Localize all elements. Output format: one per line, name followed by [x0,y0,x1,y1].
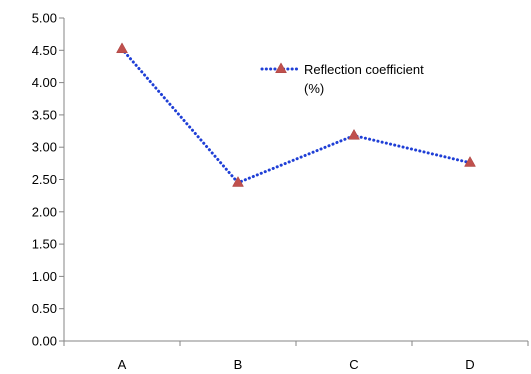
y-tick-label: 3.50 [32,107,57,122]
y-tick-label: 0.50 [32,301,57,316]
x-axis-ticks: A B C D [63,341,529,372]
y-tick-label: 2.50 [32,172,57,187]
legend-label-line-1: Reflection coefficient [304,62,424,77]
data-point-marker [116,42,128,54]
data-point-marker [232,176,244,187]
axes [63,18,528,342]
y-tick-label: 4.50 [32,43,57,58]
legend-marker-swatch [275,62,287,74]
y-tick-label: 4.00 [32,75,57,90]
x-tick-label: D [465,357,474,372]
data-point-marker [464,156,476,167]
series-line [120,47,472,185]
series-layer [116,42,476,187]
y-tick-label: 3.00 [32,140,57,155]
y-tick-label: 1.00 [32,269,57,284]
data-point-marker [348,128,360,140]
y-tick-label: 0.00 [32,334,57,349]
legend-label-line-2: (%) [304,81,324,96]
x-tick-label: B [234,357,243,372]
y-tick-label: 5.00 [32,11,57,26]
y-tick-label: 1.50 [32,237,57,252]
x-tick-label: C [349,357,358,372]
y-axis-ticks: 0.00 0.50 1.00 1.50 2.00 2.50 3.00 3.50 4.00 4.50… [32,11,64,349]
legend: Reflection coefficient (%) [260,62,424,96]
y-tick-label: 2.00 [32,204,57,219]
x-tick-label: A [118,357,127,372]
